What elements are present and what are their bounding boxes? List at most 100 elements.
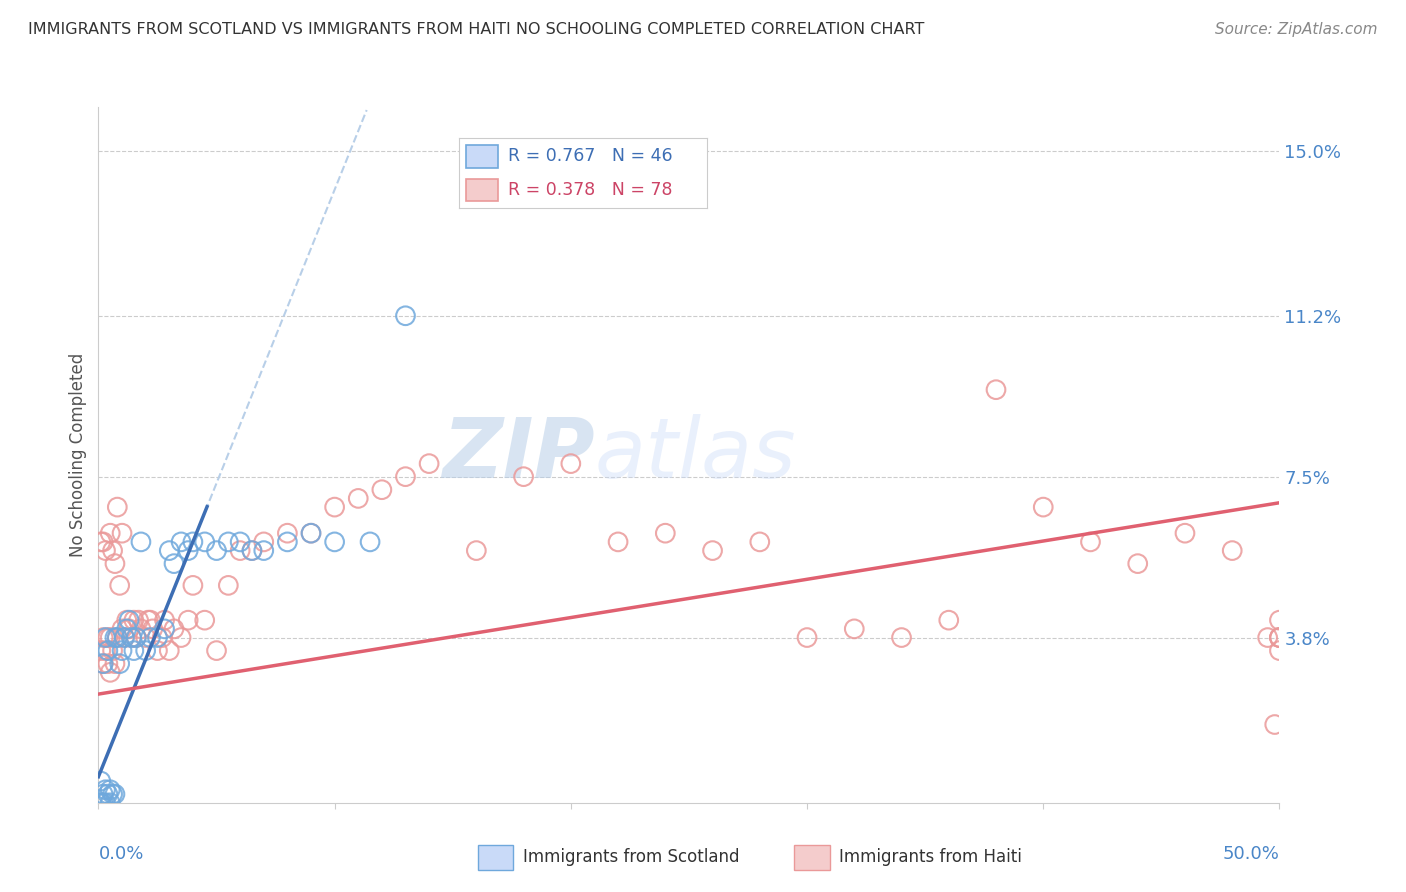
Point bbox=[177, 543, 200, 558]
Point bbox=[104, 657, 127, 671]
Point bbox=[98, 631, 121, 645]
Point bbox=[890, 631, 912, 645]
Point bbox=[146, 643, 169, 657]
Point bbox=[512, 469, 534, 483]
Point bbox=[194, 613, 217, 627]
Point bbox=[323, 535, 346, 549]
Point bbox=[111, 622, 134, 636]
Point bbox=[98, 526, 121, 541]
Point bbox=[359, 535, 381, 549]
Text: atlas: atlas bbox=[595, 415, 796, 495]
Y-axis label: No Schooling Completed: No Schooling Completed bbox=[69, 353, 87, 557]
Point bbox=[104, 557, 127, 571]
Point bbox=[105, 500, 128, 514]
Point bbox=[90, 643, 112, 657]
Point bbox=[1268, 643, 1291, 657]
Point bbox=[1126, 557, 1149, 571]
Point bbox=[139, 613, 162, 627]
Point bbox=[1268, 613, 1291, 627]
Point bbox=[844, 622, 866, 636]
Point bbox=[1220, 543, 1243, 558]
Point bbox=[91, 657, 114, 671]
Point bbox=[108, 578, 131, 592]
Point bbox=[702, 543, 724, 558]
Point bbox=[105, 631, 128, 645]
Point bbox=[91, 657, 114, 671]
Point bbox=[205, 543, 228, 558]
Point bbox=[118, 613, 141, 627]
Point bbox=[91, 787, 114, 801]
Point bbox=[90, 535, 112, 549]
Point bbox=[299, 526, 322, 541]
Point bbox=[97, 643, 120, 657]
Point bbox=[135, 643, 157, 657]
Point bbox=[104, 787, 127, 801]
Point bbox=[90, 796, 112, 810]
Point bbox=[163, 557, 186, 571]
Point bbox=[94, 631, 117, 645]
Text: Immigrants from Haiti: Immigrants from Haiti bbox=[839, 848, 1022, 866]
Point bbox=[142, 622, 165, 636]
Point bbox=[121, 631, 143, 645]
Point bbox=[1080, 535, 1102, 549]
Point bbox=[125, 631, 148, 645]
Point bbox=[150, 631, 173, 645]
Point bbox=[560, 457, 582, 471]
Point bbox=[170, 535, 193, 549]
Text: R = 0.767   N = 46: R = 0.767 N = 46 bbox=[508, 147, 673, 165]
Point bbox=[240, 543, 263, 558]
Point bbox=[157, 543, 180, 558]
Point bbox=[371, 483, 394, 497]
Point bbox=[97, 787, 120, 801]
Text: R = 0.378   N = 78: R = 0.378 N = 78 bbox=[508, 181, 672, 199]
Point bbox=[91, 535, 114, 549]
FancyBboxPatch shape bbox=[465, 178, 498, 201]
Point bbox=[129, 622, 152, 636]
Text: 0.0%: 0.0% bbox=[98, 845, 143, 863]
Point bbox=[418, 457, 440, 471]
Point bbox=[98, 796, 121, 810]
Point bbox=[1264, 717, 1286, 731]
Point bbox=[217, 578, 239, 592]
Point bbox=[938, 613, 960, 627]
Point bbox=[153, 613, 176, 627]
Point bbox=[91, 631, 114, 645]
Point bbox=[146, 631, 169, 645]
Point bbox=[101, 787, 124, 801]
Point bbox=[94, 543, 117, 558]
Point bbox=[1268, 631, 1291, 645]
Point bbox=[229, 543, 252, 558]
Text: Source: ZipAtlas.com: Source: ZipAtlas.com bbox=[1215, 22, 1378, 37]
Point bbox=[229, 535, 252, 549]
Point bbox=[1268, 631, 1291, 645]
Point bbox=[104, 631, 127, 645]
Point bbox=[112, 631, 135, 645]
Point bbox=[276, 535, 298, 549]
Point bbox=[112, 631, 135, 645]
Text: 50.0%: 50.0% bbox=[1223, 845, 1279, 863]
Point bbox=[101, 543, 124, 558]
Point bbox=[128, 613, 150, 627]
Point bbox=[97, 631, 120, 645]
Point bbox=[115, 622, 138, 636]
Point bbox=[98, 665, 121, 680]
Point bbox=[1257, 631, 1279, 645]
Point bbox=[105, 631, 128, 645]
Point bbox=[217, 535, 239, 549]
Point bbox=[205, 643, 228, 657]
Point bbox=[796, 631, 818, 645]
Point bbox=[135, 631, 157, 645]
Point bbox=[122, 643, 145, 657]
FancyBboxPatch shape bbox=[465, 145, 498, 168]
Point bbox=[323, 500, 346, 514]
Point bbox=[607, 535, 630, 549]
Text: ZIP: ZIP bbox=[441, 415, 595, 495]
Point bbox=[299, 526, 322, 541]
Point bbox=[111, 526, 134, 541]
Point bbox=[1268, 631, 1291, 645]
Point bbox=[1174, 526, 1197, 541]
Point bbox=[111, 643, 134, 657]
Point bbox=[253, 535, 276, 549]
Point bbox=[394, 469, 416, 483]
Point bbox=[181, 535, 204, 549]
